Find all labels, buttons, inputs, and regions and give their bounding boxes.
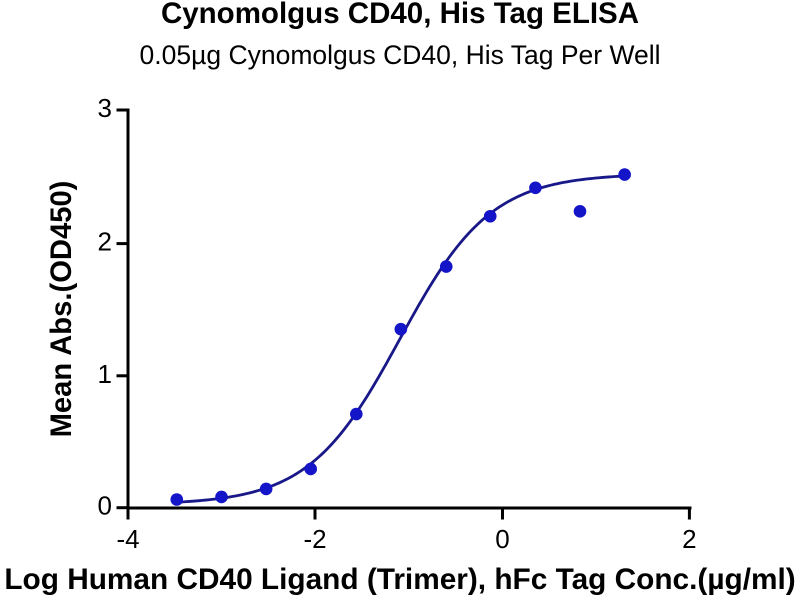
svg-text:-2: -2 (303, 524, 326, 554)
svg-text:0: 0 (495, 524, 509, 554)
svg-text:-4: -4 (116, 524, 139, 554)
svg-text:3: 3 (98, 93, 112, 123)
svg-text:0: 0 (98, 491, 112, 521)
svg-text:2: 2 (682, 524, 696, 554)
svg-text:2: 2 (98, 227, 112, 257)
svg-text:1: 1 (98, 359, 112, 389)
